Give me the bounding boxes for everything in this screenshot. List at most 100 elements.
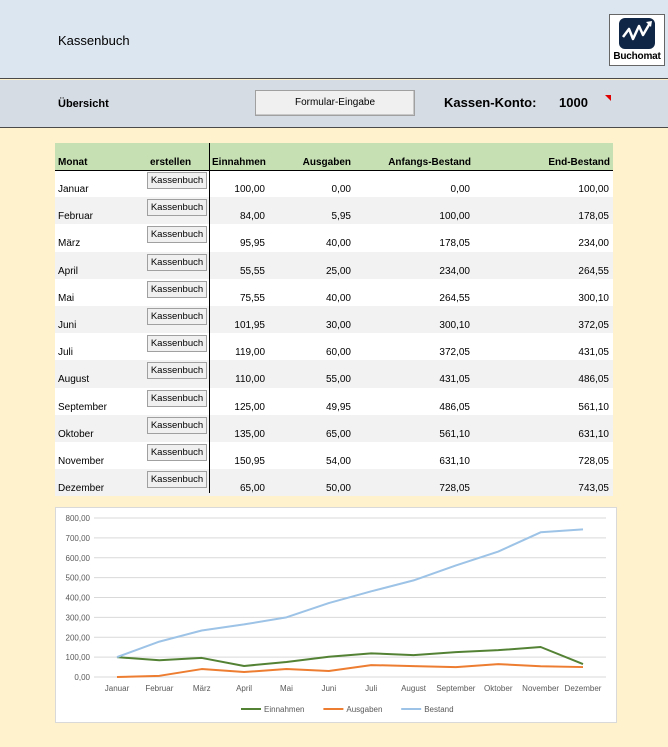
y-tick-label: 300,00 [66, 613, 91, 622]
cell-anfangs-bestand: 264,55 [439, 292, 470, 304]
cell-monat: November [58, 455, 105, 467]
cell-end-bestand: 178,05 [578, 211, 609, 223]
cell-einnahmen: 125,00 [234, 401, 265, 413]
kassenbuch-erstellen-button[interactable]: Kassenbuch [147, 199, 207, 217]
kassenbuch-erstellen-button[interactable]: Kassenbuch [147, 226, 207, 244]
x-tick-label: März [193, 684, 211, 693]
cell-monat: April [58, 265, 79, 277]
series-line-bestand [116, 528, 584, 659]
cell-monat: Dezember [58, 483, 105, 495]
x-tick-label: November [522, 684, 559, 693]
cell-anfangs-bestand: 100,00 [439, 211, 470, 223]
cell-anfangs-bestand: 372,05 [439, 347, 470, 359]
table-row: Oktober 135,00 65,00 561,10 631,10 Kassenbuch [55, 414, 613, 442]
cell-anfangs-bestand: 178,05 [439, 238, 470, 250]
header-anfangs-bestand: Anfangs-Bestand [388, 157, 471, 168]
header-divider [55, 170, 613, 171]
table-body: Januar 100,00 0,00 0,00 100,00 Kassenbuch Febr… [55, 170, 613, 497]
cell-end-bestand: 728,05 [578, 455, 609, 467]
section-title: Übersicht [58, 98, 109, 110]
cell-ausgaben: 65,00 [325, 428, 351, 440]
logo-text: Buchomat [613, 51, 661, 62]
cell-monat: Juli [58, 347, 74, 359]
cell-ausgaben: 49,95 [325, 401, 351, 413]
overview-table: Monat erstellen Einnahmen Ausgaben Anfan… [55, 143, 613, 497]
cell-monat: Oktober [58, 428, 94, 440]
kassenbuch-erstellen-button[interactable]: Kassenbuch [147, 416, 207, 434]
x-tick-label: Juni [321, 684, 336, 693]
cell-end-bestand: 264,55 [578, 265, 609, 277]
cell-monat: Mai [58, 292, 75, 304]
table-row: Juli 119,00 60,00 372,05 431,05 Kassenbuch [55, 333, 613, 360]
cell-einnahmen: 84,00 [239, 211, 265, 223]
cell-monat: März [58, 238, 81, 250]
cell-einnahmen: 150,95 [234, 455, 265, 467]
header-ausgaben: Ausgaben [302, 157, 351, 168]
page-title: Kassenbuch [58, 33, 130, 48]
kassenbuch-erstellen-button[interactable]: Kassenbuch [147, 443, 207, 461]
kassenbuch-erstellen-button[interactable]: Kassenbuch [147, 471, 207, 489]
kassenbuch-erstellen-button[interactable]: Kassenbuch [147, 335, 207, 353]
series-line-ausgaben [116, 663, 584, 678]
x-tick-label: Dezember [565, 684, 602, 693]
cell-ausgaben: 40,00 [325, 238, 351, 250]
formular-eingabe-button[interactable]: Formular-Eingabe [255, 90, 415, 116]
cell-einnahmen: 100,00 [234, 184, 265, 195]
x-tick-label: April [236, 684, 252, 693]
table-row: Februar 84,00 5,95 100,00 178,05 Kassenbuch [55, 197, 613, 225]
cell-anfangs-bestand: 631,10 [439, 455, 470, 467]
cell-ausgaben: 55,00 [325, 374, 351, 386]
table-row: Mai 75,55 40,00 264,55 300,10 Kassenbuch [55, 279, 613, 306]
cell-end-bestand: 100,00 [578, 184, 609, 195]
kassenbuch-erstellen-button[interactable]: Kassenbuch [147, 307, 207, 325]
cell-monat: Februar [58, 211, 94, 223]
cell-anfangs-bestand: 486,05 [439, 401, 470, 413]
cell-end-bestand: 486,05 [578, 374, 609, 386]
header-end-bestand: End-Bestand [548, 157, 610, 168]
legend-label: Ausgaben [346, 705, 382, 714]
cell-anfangs-bestand: 0,00 [450, 184, 470, 195]
cell-end-bestand: 561,10 [578, 401, 609, 413]
cell-ausgaben: 0,00 [331, 184, 351, 195]
cell-monat: August [58, 374, 90, 386]
cell-monat: September [58, 401, 107, 413]
cell-einnahmen: 55,55 [239, 265, 265, 277]
table-row: April 55,55 25,00 234,00 264,55 Kassenbuch [55, 251, 613, 279]
table-row: November 150,95 54,00 631,10 728,05 Kassenbuc… [55, 442, 613, 469]
cell-anfangs-bestand: 234,00 [439, 265, 470, 277]
header-erstellen: erstellen [150, 157, 192, 168]
x-tick-label: Juli [365, 684, 377, 693]
buchomat-logo: Buchomat [609, 14, 665, 66]
kassenbuch-erstellen-button[interactable]: Kassenbuch [147, 253, 207, 271]
x-tick-label: Mai [280, 684, 293, 693]
kassenbuch-erstellen-button[interactable]: Kassenbuch [147, 389, 207, 407]
x-tick-label: Oktober [484, 684, 513, 693]
cell-anfangs-bestand: 431,05 [439, 374, 470, 386]
kassenbuch-erstellen-button[interactable]: Kassenbuch [147, 280, 207, 298]
cell-ausgaben: 25,00 [325, 265, 351, 277]
kassen-konto-value[interactable]: 1000 [559, 95, 588, 110]
cell-einnahmen: 95,95 [239, 238, 265, 250]
legend-label: Einnahmen [264, 705, 304, 714]
cell-monat: Januar [58, 184, 89, 195]
cell-anfangs-bestand: 300,10 [439, 319, 470, 331]
cell-end-bestand: 300,10 [578, 292, 609, 304]
kassenbuch-erstellen-button[interactable]: Kassenbuch [147, 362, 207, 380]
table-row: August 110,00 55,00 431,05 486,05 Kassenbuch [55, 360, 613, 388]
cell-einnahmen: 119,00 [235, 347, 265, 359]
header-monat: Monat [58, 157, 88, 168]
y-tick-label: 600,00 [66, 554, 91, 563]
toolbar: Übersicht Formular-Eingabe Kassen-Konto:… [0, 80, 668, 128]
cell-ausgaben: 40,00 [325, 292, 351, 304]
cell-einnahmen: 75,55 [239, 292, 265, 304]
x-tick-label: Januar [105, 684, 130, 693]
table-header: Monat erstellen Einnahmen Ausgaben Anfan… [55, 143, 613, 170]
header-einnahmen: Einnahmen [212, 157, 266, 168]
cell-anfangs-bestand: 728,05 [439, 483, 470, 495]
table-row: September 125,00 49,95 486,05 561,10 Kassenbu… [55, 388, 613, 415]
cell-end-bestand: 431,05 [578, 347, 609, 359]
cell-ausgaben: 50,00 [325, 483, 351, 495]
cell-end-bestand: 372,05 [578, 319, 609, 331]
kassenbuch-erstellen-button[interactable]: Kassenbuch [147, 172, 207, 189]
cell-end-bestand: 631,10 [578, 428, 609, 440]
